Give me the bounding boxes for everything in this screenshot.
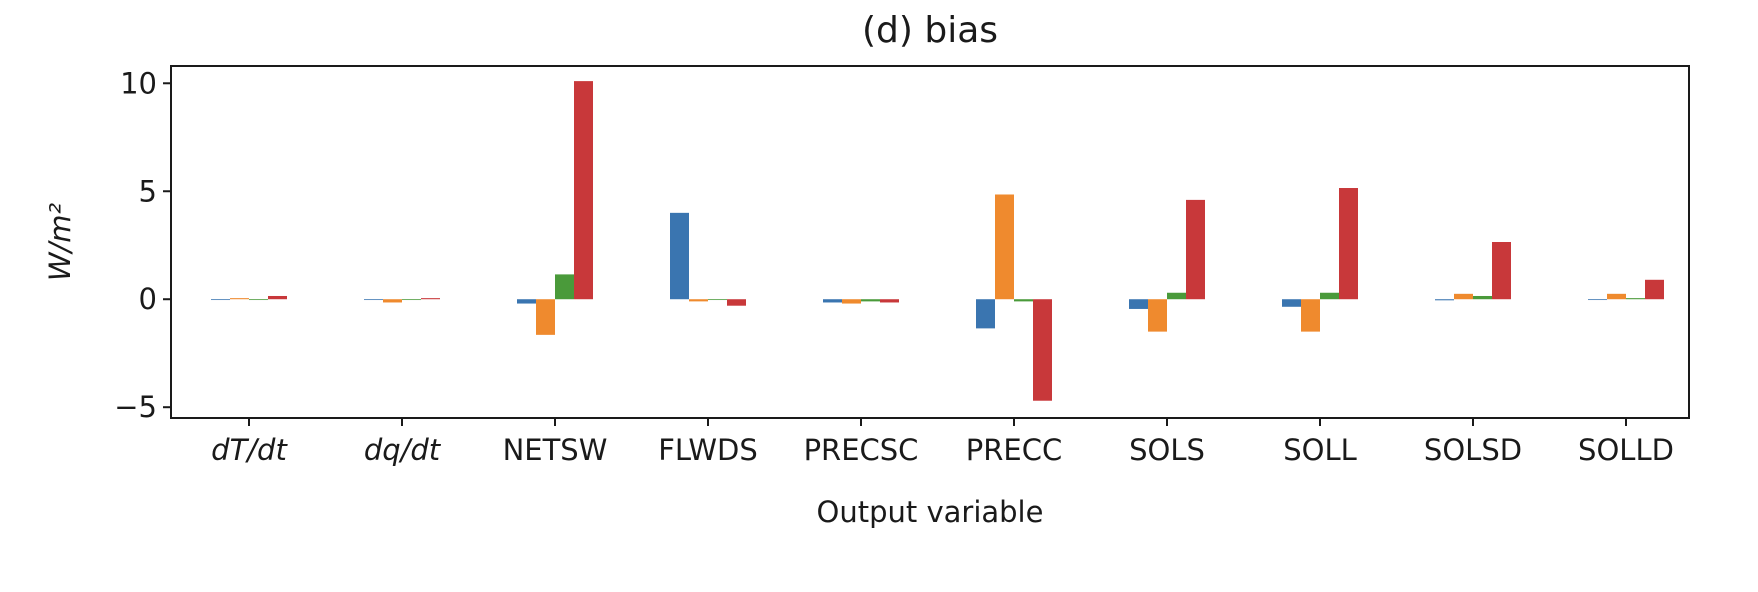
x-tick-label: NETSW [503,433,608,467]
bar-dqdt-series-1 [364,299,383,301]
x-tick-label: SOLL [1283,433,1357,467]
bar-soll-series-1 [1282,299,1301,307]
bar-precsc-series-3 [861,299,880,302]
y-tick-label: −5 [114,390,157,424]
bar-solsd-series-3 [1473,295,1492,300]
bar-flwds-series-3 [708,299,727,301]
bar-flwds-series-4 [727,299,746,306]
bar-solld-series-3 [1626,298,1645,300]
bar-sols-series-1 [1129,299,1148,309]
chart-title: (d) bias [862,10,998,51]
bar-sols-series-4 [1186,199,1205,300]
y-tick-label: 0 [139,282,157,316]
bar-netsw-series-2 [536,299,555,335]
bar-soll-series-3 [1320,292,1339,300]
bar-sols-series-2 [1148,299,1167,332]
bar-dtdt-series-3 [249,299,268,301]
bar-precc-series-4 [1033,299,1052,401]
bar-dqdt-series-2 [383,299,402,303]
x-tick-label: SOLLD [1578,433,1674,467]
bar-dtdt-series-1 [211,299,230,301]
bar-precsc-series-2 [842,299,861,304]
y-tick-label: 5 [139,174,157,208]
bars-group [211,81,1664,401]
bar-solld-series-4 [1645,279,1664,300]
x-tick-label: FLWDS [658,433,758,467]
bar-dqdt-series-3 [402,299,421,301]
bar-netsw-series-3 [555,274,574,300]
bar-precc-series-3 [1014,299,1033,302]
x-axis-label: Output variable [817,495,1044,529]
bar-precc-series-2 [995,194,1014,300]
x-tick-label: SOLS [1129,433,1205,467]
y-axis-label: W/m² [43,202,77,281]
bar-solld-series-2 [1607,293,1626,300]
bar-flwds-series-2 [689,299,708,302]
x-tick-label: PRECC [966,433,1062,467]
bar-precsc-series-4 [880,299,899,303]
bar-dqdt-series-4 [421,298,440,300]
x-tick-label: SOLSD [1424,433,1522,467]
bar-solsd-series-4 [1492,242,1511,300]
bar-dtdt-series-2 [230,298,249,300]
bar-sols-series-3 [1167,292,1186,300]
x-tick-label: dq/dt [364,433,442,467]
bar-flwds-series-1 [670,212,689,300]
y-tick-label: 10 [120,66,157,100]
bar-netsw-series-4 [574,81,593,300]
bar-soll-series-4 [1339,188,1358,300]
bar-precsc-series-1 [823,299,842,303]
bar-solsd-series-1 [1435,299,1454,301]
bar-precc-series-1 [976,299,995,329]
plot-frame [170,65,1690,419]
y-axis-ticks: −5 0 5 10 [114,66,171,424]
x-tick-label: PRECSC [804,433,919,467]
x-axis-ticks: dT/dt dq/dt NETSW FLWDS PRECSC PRECC SOLS SOLL S… [211,418,1674,467]
bar-dtdt-series-4 [268,295,287,300]
bar-netsw-series-1 [517,299,536,304]
bar-solsd-series-2 [1454,293,1473,300]
bar-solld-series-1 [1588,299,1607,301]
bar-soll-series-2 [1301,299,1320,332]
x-tick-label: dT/dt [211,433,288,467]
